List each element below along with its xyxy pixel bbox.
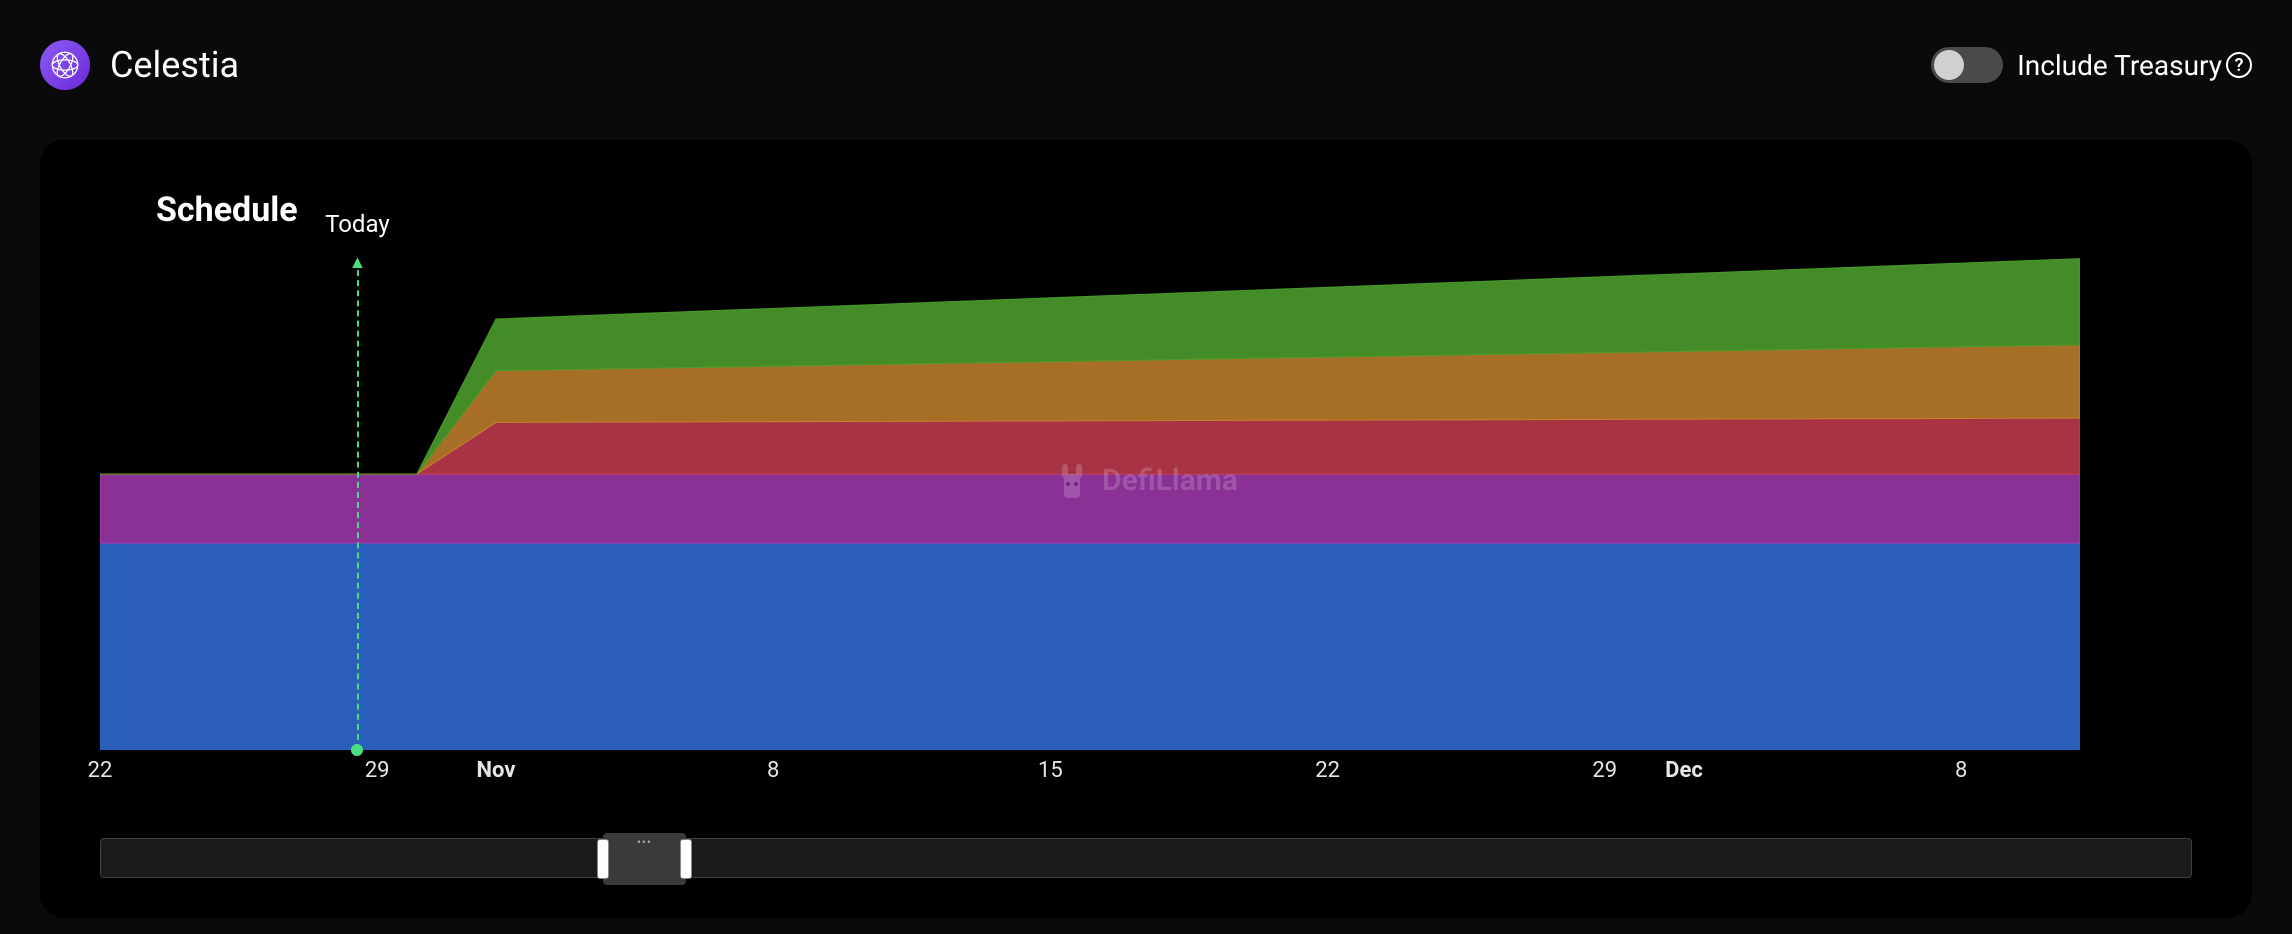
header: Celestia Include Treasury ?	[0, 0, 2292, 110]
watermark-text: DefiLlama	[1102, 463, 1238, 498]
x-tick-label: Dec	[1665, 758, 1703, 783]
header-right: Include Treasury ?	[1931, 47, 2252, 83]
toggle-label-text: Include Treasury	[2017, 49, 2222, 82]
x-tick-label: 15	[1038, 758, 1063, 783]
chart-container: Today▲DefiLlama2229Nov8152229Dec8	[100, 250, 2192, 798]
toggle-knob	[1934, 50, 1964, 80]
today-label: Today	[325, 210, 390, 238]
series-blue	[100, 543, 2080, 750]
x-tick-label: Nov	[477, 758, 516, 783]
x-axis: 2229Nov8152229Dec8	[100, 758, 2192, 798]
today-marker: Today	[325, 210, 390, 248]
range-handle-left[interactable]	[597, 839, 609, 879]
panel-title: Schedule	[156, 190, 2192, 230]
header-left: Celestia	[40, 40, 239, 90]
project-title: Celestia	[110, 44, 239, 86]
schedule-panel: Schedule Today ▲ DefiLlama 22 29 Nov 8 15 22 29 De…	[40, 140, 2252, 918]
project-logo-icon	[40, 40, 90, 90]
include-treasury-label: Include Treasury ?	[2017, 49, 2252, 82]
x-tick-label: 29	[1592, 758, 1617, 783]
range-grip-icon: •••	[637, 835, 652, 849]
x-tick-label: 22	[1315, 758, 1340, 783]
range-slider[interactable]: •••	[100, 838, 2192, 878]
x-tick-label: 22	[88, 758, 113, 783]
today-dot-icon	[351, 744, 363, 756]
watermark: DefiLlama	[1054, 458, 1238, 502]
range-window[interactable]: •••	[603, 833, 687, 885]
x-tick-label: 29	[365, 758, 390, 783]
llama-icon	[1054, 458, 1090, 502]
help-icon[interactable]: ?	[2226, 52, 2252, 78]
include-treasury-toggle[interactable]	[1931, 47, 2003, 83]
today-arrow-icon: ▲	[348, 252, 366, 273]
range-handle-right[interactable]	[680, 839, 692, 879]
x-tick-label: 8	[767, 758, 779, 783]
x-tick-label: 8	[1955, 758, 1967, 783]
